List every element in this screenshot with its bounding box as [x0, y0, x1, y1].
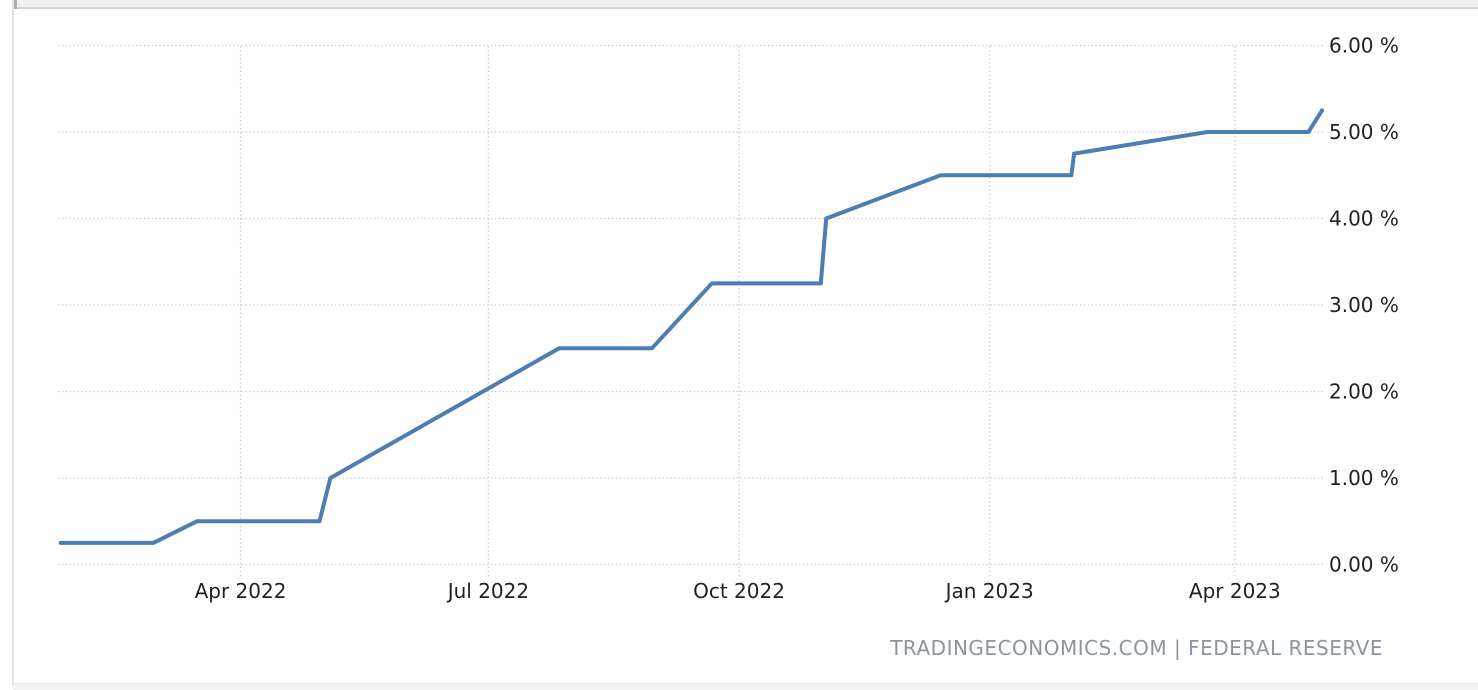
horizontal-scrollbar[interactable] — [14, 0, 1478, 9]
chart-attribution: TRADINGECONOMICS.COM | FEDERAL RESERVE — [890, 636, 1383, 660]
rate-line-series[interactable] — [58, 108, 1324, 545]
y-axis-label: 4.00 % — [1329, 207, 1399, 231]
x-axis-label: Apr 2022 — [195, 579, 287, 603]
y-axis-label: 0.00 % — [1329, 553, 1399, 577]
x-axis-label: Apr 2023 — [1189, 579, 1281, 603]
y-axis-label: 5.00 % — [1329, 120, 1399, 144]
y-axis-label: 3.00 % — [1329, 293, 1399, 317]
x-axis-label: Jul 2022 — [446, 579, 529, 603]
y-axis-label: 1.00 % — [1329, 466, 1399, 490]
left-border-line — [12, 0, 14, 685]
bottom-strip — [13, 683, 1478, 690]
x-axis-label: Oct 2022 — [693, 579, 785, 603]
y-axis-label: 6.00 % — [1329, 34, 1399, 58]
scrollbar-thumb-edge[interactable] — [14, 0, 17, 9]
y-axis-label: 2.00 % — [1329, 380, 1399, 404]
x-axis-label: Jan 2023 — [944, 579, 1034, 603]
